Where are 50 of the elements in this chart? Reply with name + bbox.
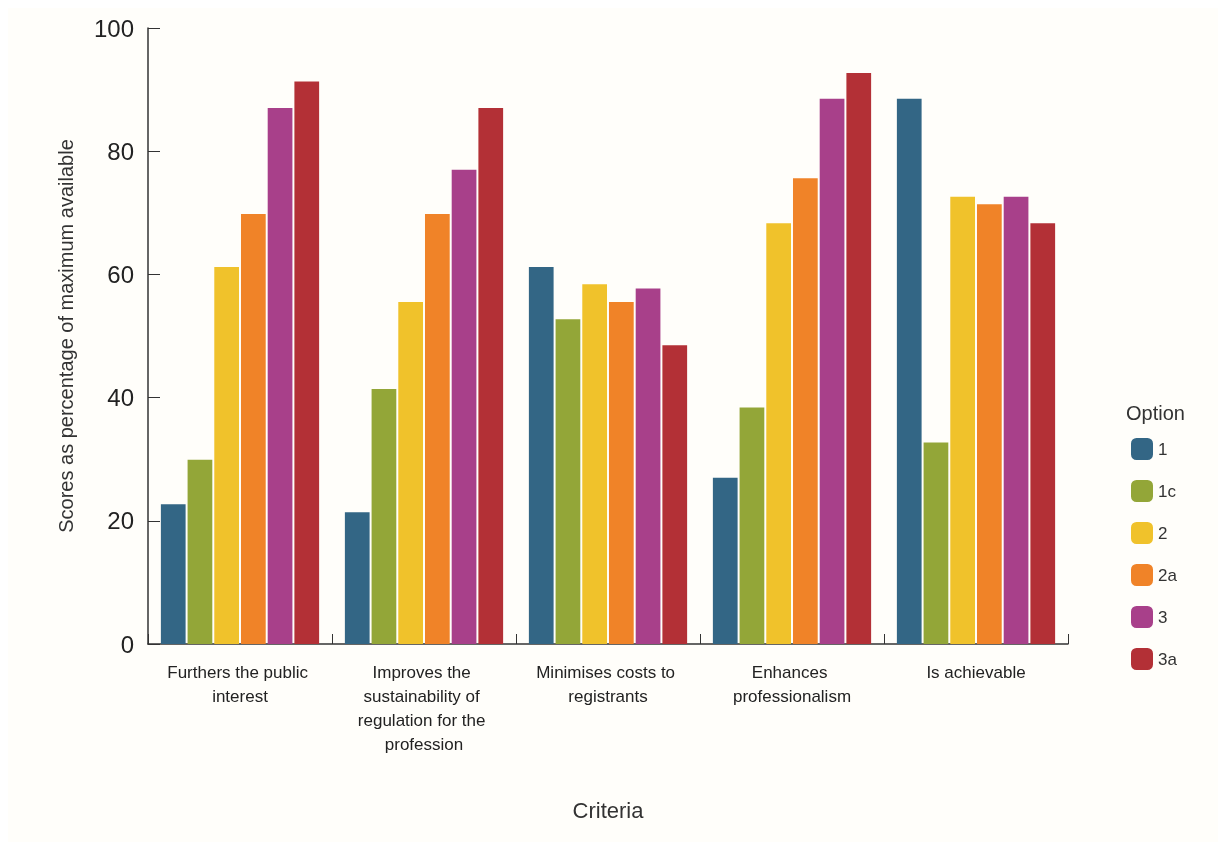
bar [923, 442, 949, 644]
bar [214, 267, 240, 644]
x-tick-label: Furthers the public interest [167, 662, 313, 706]
bar [371, 388, 397, 644]
x-tick-label: Improves the sustainability of regulation for the profession [357, 662, 491, 754]
bar [398, 302, 424, 644]
bar [739, 407, 765, 644]
bar [267, 108, 293, 644]
bar [555, 319, 581, 644]
y-tick-label: 60 [107, 260, 134, 288]
bar [478, 108, 504, 644]
bar [582, 284, 608, 644]
bar [846, 72, 872, 644]
legend-label: 2 [1158, 523, 1168, 543]
bar [294, 81, 320, 644]
y-tick-label: 40 [107, 384, 134, 412]
bar [819, 98, 845, 644]
y-tick-label: 0 [120, 630, 134, 658]
x-axis-title: Criteria [572, 797, 645, 823]
bar [976, 204, 1002, 644]
bar [424, 214, 450, 644]
bar [187, 459, 213, 644]
x-tick-label: Minimises costs to registrants [536, 662, 680, 706]
bar [160, 504, 186, 644]
y-tick-label: 80 [107, 137, 134, 165]
bar [240, 214, 266, 644]
legend-label: 1c [1158, 481, 1177, 501]
x-tick-label: Enhances professionalism [732, 662, 852, 706]
bar [344, 512, 370, 644]
bar [662, 345, 688, 644]
legend-label: 3 [1158, 607, 1168, 627]
bar [792, 178, 818, 644]
y-axis-title: Scores as percentage of maximum available [55, 139, 77, 533]
bar [608, 302, 634, 644]
bar [528, 267, 554, 644]
legend-title: Option [1126, 402, 1185, 424]
bar [896, 98, 922, 644]
bar [712, 477, 738, 644]
legend-label: 2a [1158, 565, 1178, 585]
x-tick-label: Is achievable [926, 662, 1026, 682]
bar [1003, 196, 1029, 644]
bar [950, 196, 976, 644]
legend-label: 1 [1158, 439, 1168, 459]
bar [635, 288, 661, 644]
y-tick-label: 100 [93, 14, 134, 42]
bar [451, 169, 477, 644]
y-tick-label: 20 [107, 507, 134, 535]
bar [766, 223, 792, 644]
legend-label: 3a [1158, 649, 1178, 669]
bar [1030, 223, 1056, 644]
